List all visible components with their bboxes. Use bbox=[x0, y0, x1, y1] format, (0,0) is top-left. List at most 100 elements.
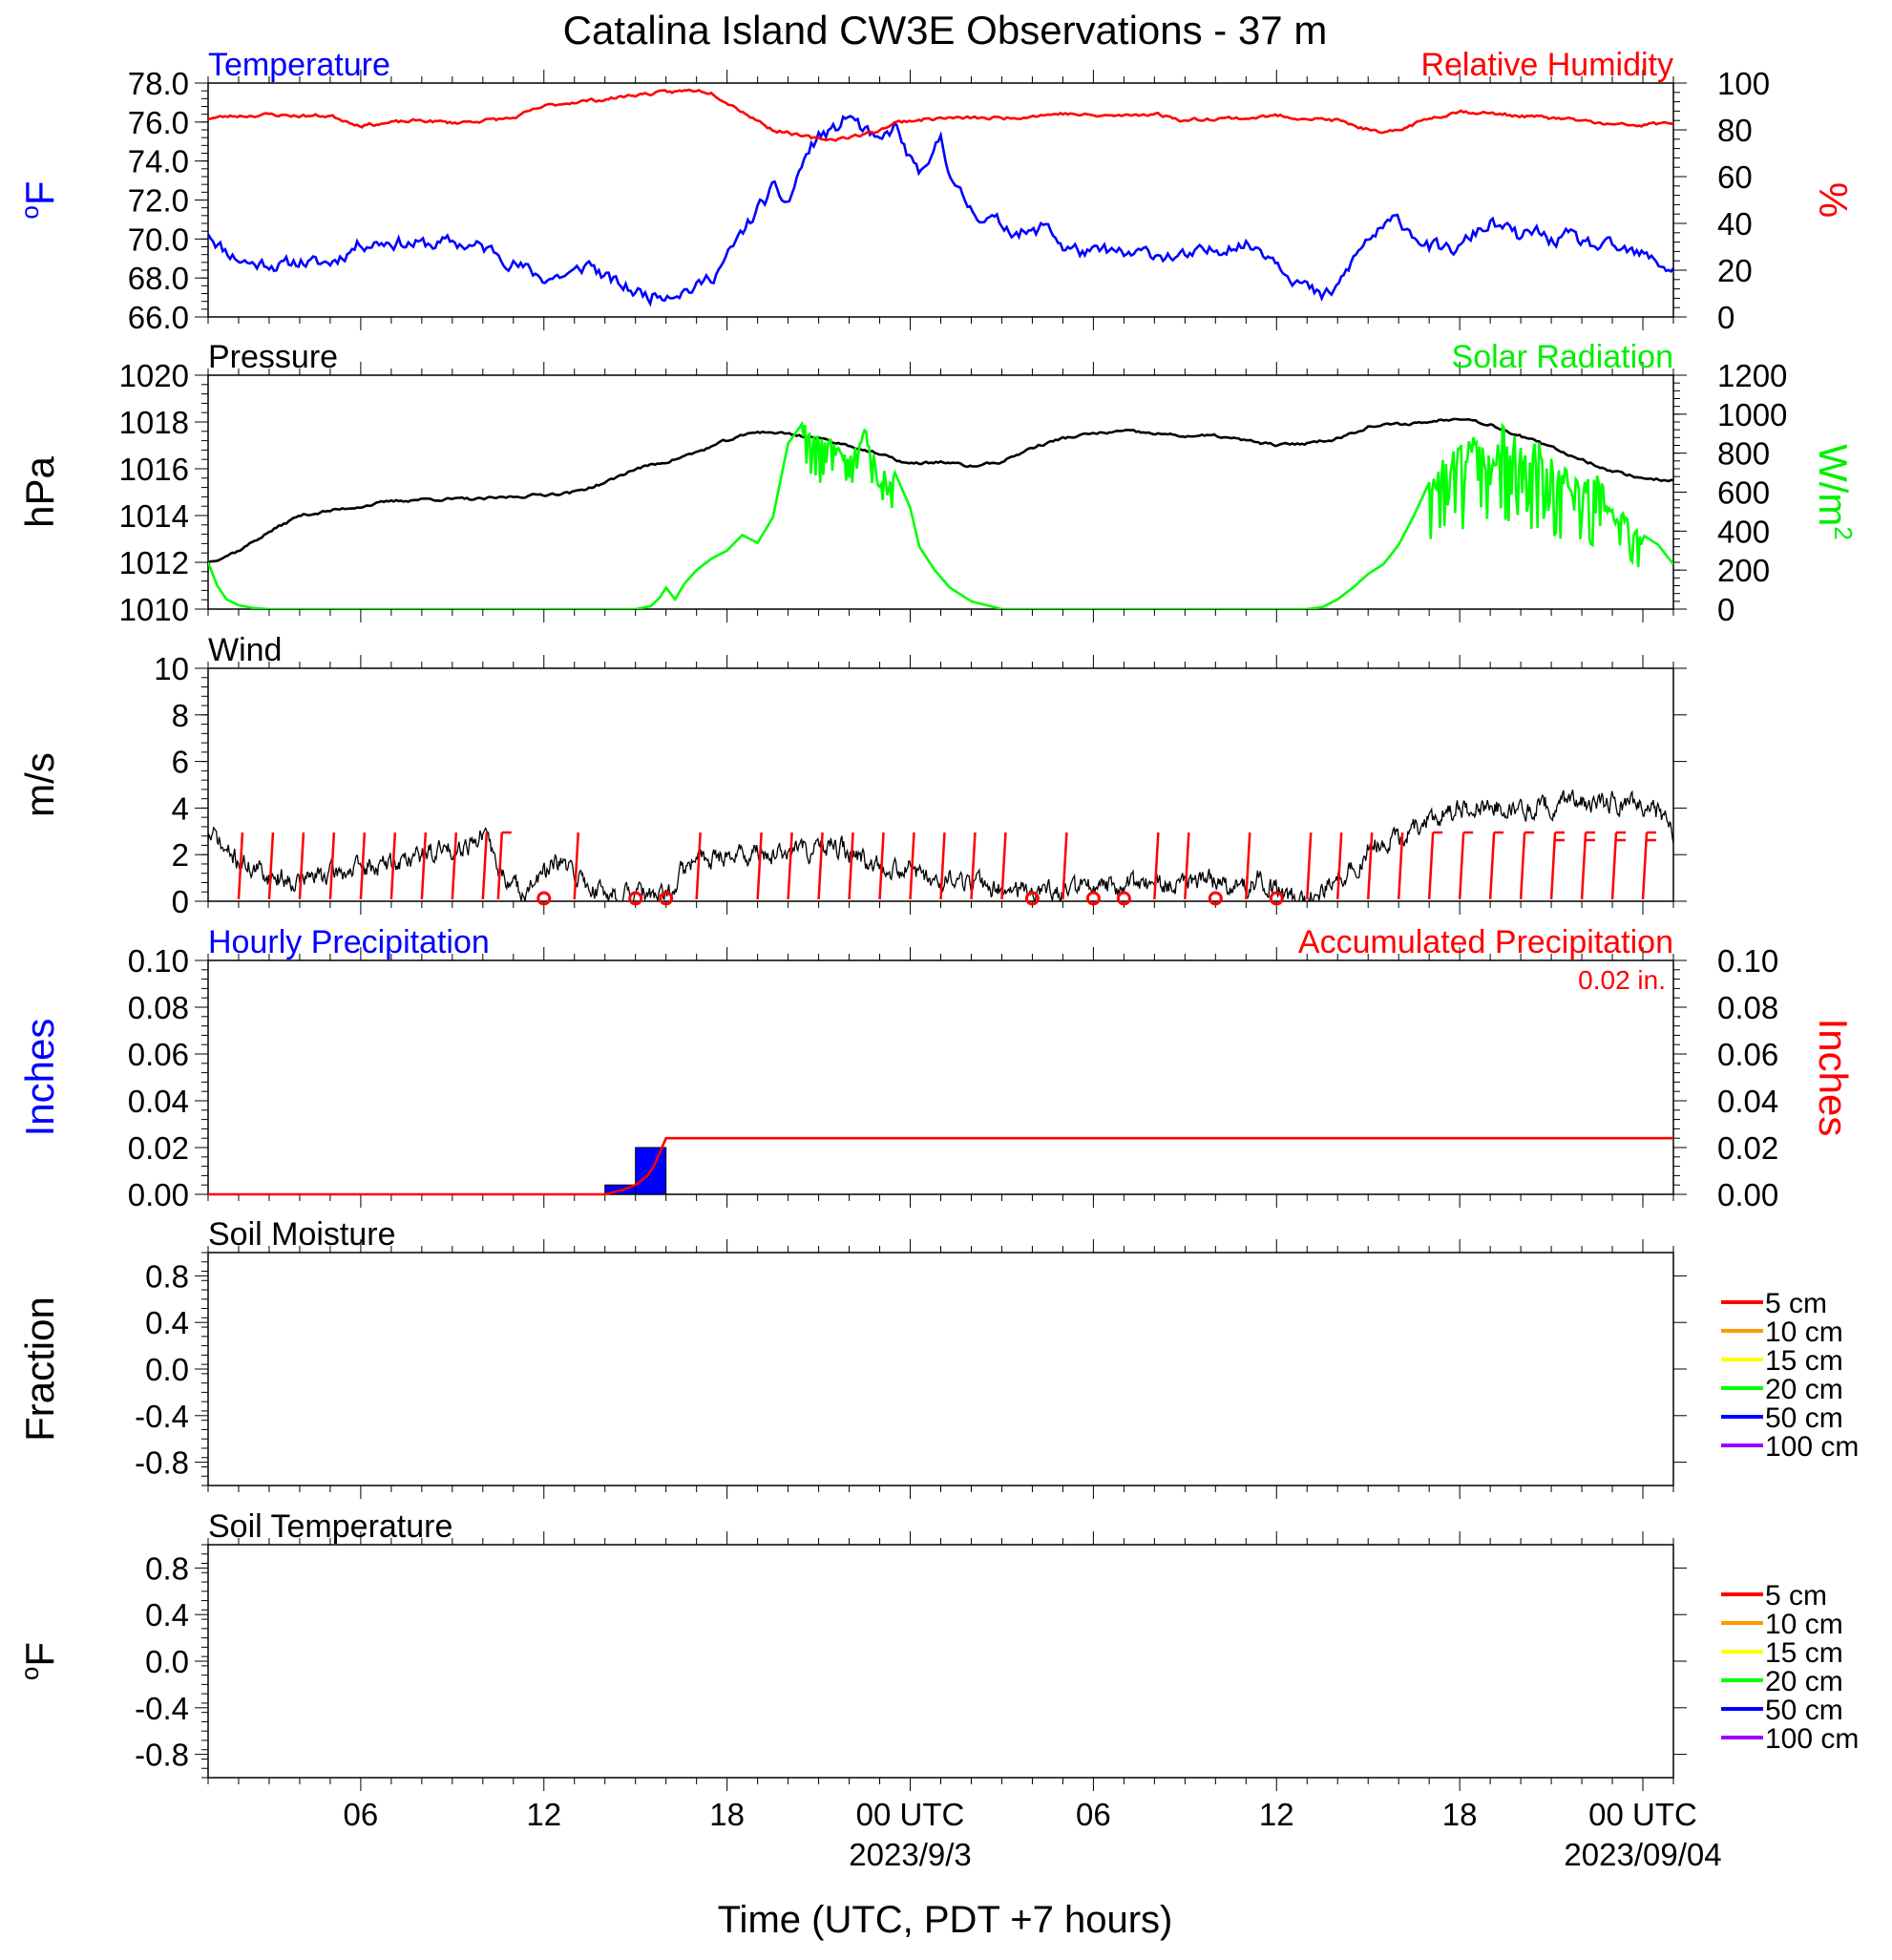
legend-label: 5 cm bbox=[1765, 1288, 1827, 1319]
y-axis-label-right-text: W/m bbox=[1811, 444, 1856, 526]
wind-barb bbox=[1000, 832, 1007, 900]
wind-barb bbox=[328, 832, 336, 900]
legend-label: 20 cm bbox=[1765, 1666, 1843, 1697]
wind-barb bbox=[298, 832, 305, 900]
wind-barb bbox=[970, 832, 977, 900]
y-axis-label-left-text: F bbox=[17, 1642, 62, 1667]
wind-calm-marker bbox=[628, 891, 643, 906]
wind-calm-marker bbox=[536, 891, 552, 906]
y-axis-label-left: oF bbox=[15, 180, 62, 219]
wind-barb bbox=[817, 832, 824, 900]
accumulated-precip-line bbox=[208, 1136, 1673, 1196]
y-tick-label: 40 bbox=[1717, 206, 1753, 242]
y-tick-label: 0.0 bbox=[145, 1352, 189, 1387]
legend-label: 10 cm bbox=[1765, 1317, 1843, 1348]
panel-soil-moisture: -0.8 -0.4 0.0 0.4 0.8 Soil Moisture Fraction 5 … bbox=[17, 1216, 1859, 1499]
y-tick-label: 0.10 bbox=[128, 943, 189, 979]
y-tick-label: 0.08 bbox=[1717, 990, 1778, 1025]
y-tick-label: 60 bbox=[1717, 159, 1753, 195]
y-tick-label: 4 bbox=[172, 790, 189, 826]
wind-barb bbox=[1184, 832, 1190, 900]
x-tick-label: 00 UTC bbox=[856, 1797, 965, 1832]
legend-label: 50 cm bbox=[1765, 1402, 1843, 1434]
legend-label: 15 cm bbox=[1765, 1345, 1843, 1377]
y-tick-label: 0.4 bbox=[145, 1305, 189, 1340]
panel-title-left: Soil Moisture bbox=[208, 1216, 396, 1253]
x-axis: 06 12 18 00 UTC 06 12 18 00 UTC 2023/9/3 2023/09/… bbox=[344, 1797, 1722, 1872]
wind-calm-marker bbox=[1116, 891, 1131, 906]
panel-hourly-precipitation: 0.00 0.02 0.04 0.06 0.08 0.10 0.00 0.02 0.04 0.06… bbox=[17, 924, 1856, 1212]
x-tick-label: 12 bbox=[526, 1797, 561, 1832]
y-tick-label: 1018 bbox=[119, 405, 189, 440]
y-tick-label: 0.02 bbox=[128, 1130, 189, 1166]
wind-barb bbox=[573, 832, 579, 900]
y-tick-label: 0 bbox=[172, 884, 189, 919]
y-tick-label: -0.4 bbox=[135, 1399, 189, 1434]
series-line-humidity bbox=[208, 88, 1673, 142]
y-tick-label: -0.4 bbox=[135, 1691, 189, 1726]
y-tick-label: 2 bbox=[172, 837, 189, 873]
wind-barb bbox=[1335, 832, 1343, 900]
legend-label: 15 cm bbox=[1765, 1637, 1843, 1669]
y-tick-label: 0.04 bbox=[128, 1084, 189, 1119]
wind-calm-marker bbox=[1208, 891, 1223, 906]
wind-calm-marker bbox=[1024, 891, 1040, 906]
wind-barb bbox=[1641, 832, 1649, 900]
y-axis-label-left: hPa bbox=[17, 455, 62, 527]
y-tick-label: 0 bbox=[1717, 300, 1734, 335]
wind-barb bbox=[1245, 832, 1251, 900]
wind-barb bbox=[237, 832, 244, 900]
y-tick-label: 20 bbox=[1717, 253, 1753, 288]
y-tick-label: 0.08 bbox=[128, 990, 189, 1025]
y-axis-label-right: Inches bbox=[1811, 1019, 1856, 1137]
y-axis-label-left-text: Inches bbox=[17, 1019, 62, 1137]
y-axis-label-left-text: F bbox=[17, 180, 62, 205]
y-tick-label: 80 bbox=[1717, 113, 1753, 148]
y-tick-label: 70.0 bbox=[128, 221, 189, 257]
y-tick-label: 200 bbox=[1717, 553, 1770, 588]
y-axis-label-right-text: Inches bbox=[1811, 1019, 1856, 1137]
y-axis-label-right: W/m2 bbox=[1811, 444, 1858, 540]
y-axis-label-left-text: m/s bbox=[17, 752, 62, 817]
y-tick-label: 66.0 bbox=[128, 300, 189, 335]
y-axis-label-right-text: % bbox=[1811, 182, 1856, 218]
series-line-pressure bbox=[208, 417, 1673, 564]
y-tick-label: 0 bbox=[1717, 592, 1734, 627]
y-tick-label: 6 bbox=[172, 745, 189, 780]
y-tick-label: 0.4 bbox=[145, 1597, 189, 1633]
y-tick-label: 0.8 bbox=[145, 1550, 189, 1586]
legend-label: 50 cm bbox=[1765, 1695, 1843, 1726]
y-tick-label: 0.10 bbox=[1717, 943, 1778, 979]
wind-barb bbox=[909, 832, 915, 900]
wind-barb bbox=[1397, 832, 1404, 900]
wind-barb bbox=[1488, 832, 1496, 900]
wind-barb bbox=[1366, 832, 1374, 900]
panel-title-left: Hourly Precipitation bbox=[208, 924, 490, 960]
wind-barb bbox=[1427, 832, 1435, 900]
x-date-label: 2023/9/3 bbox=[849, 1837, 971, 1872]
wind-barb bbox=[1519, 832, 1526, 900]
wind-barb bbox=[1062, 832, 1068, 900]
legend-label: 100 cm bbox=[1765, 1431, 1859, 1463]
panel-title-right: Relative Humidity bbox=[1420, 47, 1673, 83]
panel-title-left: Temperature bbox=[208, 47, 390, 83]
y-tick-label: 8 bbox=[172, 698, 189, 733]
accumulated-annotation: 0.02 in. bbox=[1578, 965, 1666, 995]
y-tick-label: 1014 bbox=[119, 498, 189, 534]
y-axis-label-left: Inches bbox=[17, 1019, 62, 1137]
legend-label: 20 cm bbox=[1765, 1374, 1843, 1405]
y-tick-label: 600 bbox=[1717, 475, 1770, 511]
y-tick-label: 1020 bbox=[119, 358, 189, 393]
wind-barb bbox=[1153, 832, 1160, 900]
panel-title-left: Soil Temperature bbox=[208, 1508, 452, 1545]
wind-barb bbox=[787, 832, 793, 900]
y-tick-label: 72.0 bbox=[128, 183, 189, 219]
y-axis-label-left-sup: o bbox=[15, 205, 44, 219]
y-axis-label-left: oF bbox=[15, 1642, 62, 1680]
legend-label: 100 cm bbox=[1765, 1723, 1859, 1755]
y-tick-label: 0.06 bbox=[128, 1037, 189, 1072]
wind-barb bbox=[939, 832, 946, 900]
